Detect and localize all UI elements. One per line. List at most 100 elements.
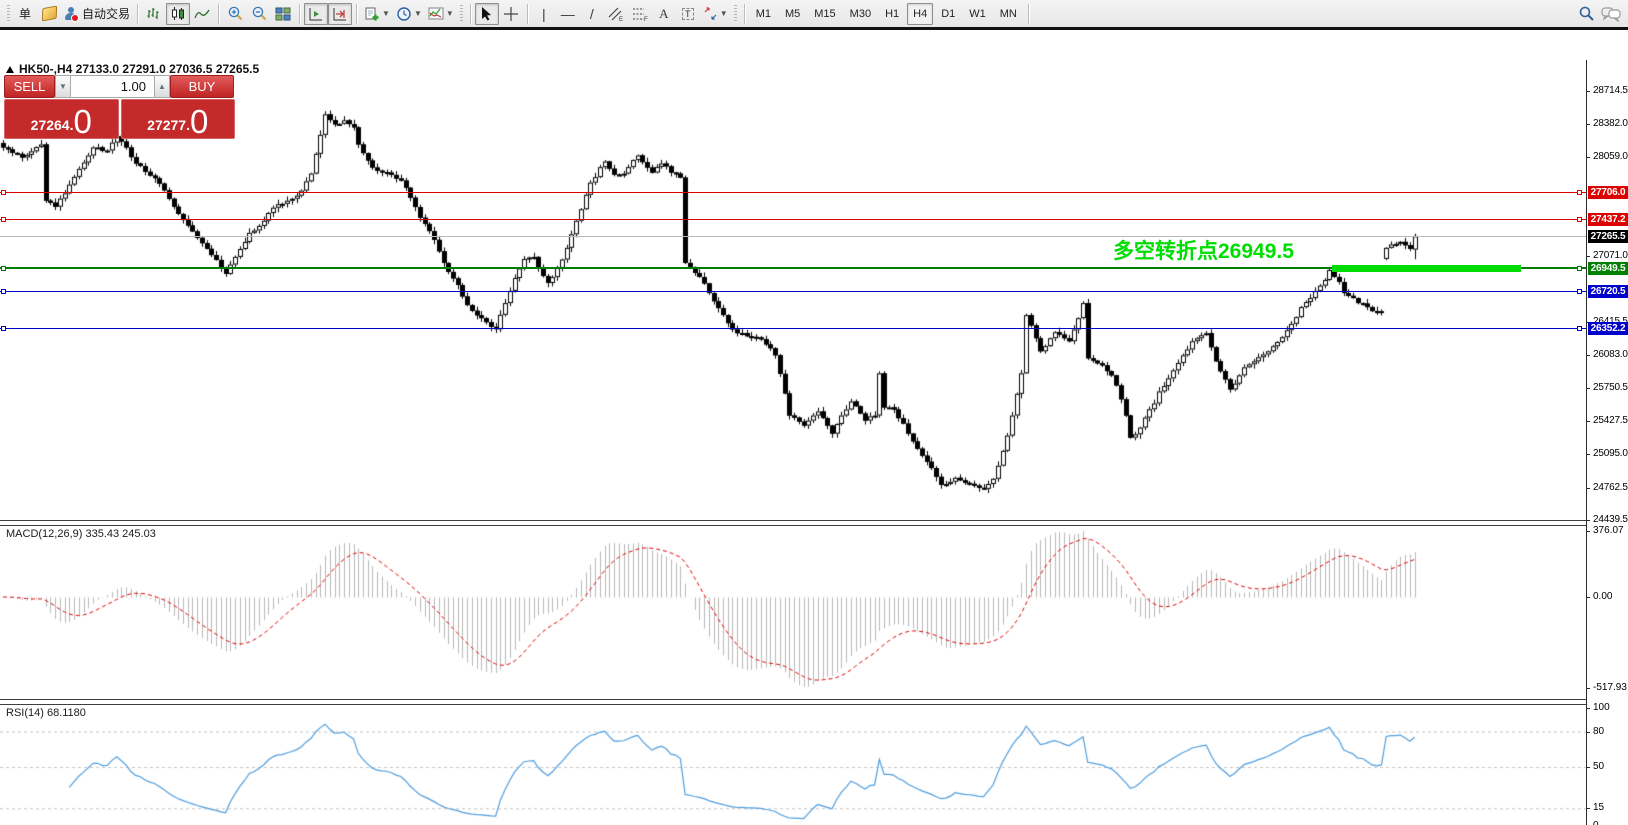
chart-title: HK50-,H4 27133.0 27291.0 27036.5 27265.5 — [6, 62, 259, 76]
arrows-dropdown[interactable]: ▼ — [700, 3, 731, 25]
tile-windows-button[interactable] — [271, 3, 295, 25]
hline-handle[interactable] — [1, 216, 6, 222]
timeframe-m1-button[interactable]: M1 — [755, 7, 771, 20]
hline-27265.5[interactable] — [0, 235, 1586, 237]
new-chart-dropdown[interactable]: ▼ — [361, 3, 393, 25]
zoom-out-button[interactable] — [247, 3, 271, 25]
toolbar-grip[interactable] — [7, 4, 10, 23]
candlestick-chart-icon — [172, 6, 185, 20]
zoom-out-icon — [252, 6, 266, 21]
price-tick-mark — [1586, 156, 1590, 158]
dropdown-caret-icon: ▼ — [413, 9, 422, 18]
periods-dropdown[interactable]: ▼ — [393, 3, 425, 25]
pane-splitter-macd[interactable] — [0, 520, 1586, 526]
bar-chart-button[interactable] — [142, 3, 166, 25]
pane-splitter-rsi[interactable] — [0, 699, 1586, 705]
search-icon — [1579, 6, 1594, 21]
new-order-button[interactable]: 单 — [18, 7, 31, 21]
cursor-tool-button[interactable] — [474, 2, 499, 25]
volume-input[interactable]: 1.00 — [71, 75, 154, 98]
macd-axis-label: -517.93 — [1593, 681, 1627, 693]
indicators-dropdown[interactable]: ▼ — [425, 3, 457, 25]
price-tag-27706.0: 27706.0 — [1588, 185, 1628, 199]
cursor-icon — [482, 7, 492, 21]
price-tick-label: 25750.5 — [1593, 382, 1628, 394]
svg-text:E: E — [619, 17, 623, 22]
hline-26720.5[interactable] — [0, 290, 1586, 292]
toolbar-separator — [469, 3, 471, 24]
price-axis-gutter[interactable]: 28714.5 28382.0 28059.0 27071.0 26415.5 26083… — [1586, 30, 1628, 825]
trendline-icon: / — [589, 5, 594, 22]
timeframe-d1-button[interactable]: D1 — [941, 7, 956, 20]
buy-price-display[interactable]: 27277. 0 — [120, 99, 235, 139]
text-label-tool[interactable]: T — [676, 3, 700, 25]
line-chart-button[interactable] — [190, 3, 214, 25]
rsi-axis-label: 15 — [1593, 802, 1605, 814]
hline-handle[interactable] — [1577, 189, 1582, 195]
hline-handle[interactable] — [1, 325, 6, 331]
trendline-tool[interactable]: / — [580, 3, 604, 25]
hline-handle[interactable] — [1, 189, 6, 195]
toolbar-separator — [526, 3, 528, 24]
sell-price-display[interactable]: 27264. 0 — [4, 99, 119, 139]
candlestick-chart-button[interactable] — [166, 2, 191, 25]
hline-26949.5[interactable] — [0, 267, 1586, 269]
indicators-icon — [428, 7, 444, 19]
hline-handle[interactable] — [1577, 265, 1582, 271]
price-tag-27265.5: 27265.5 — [1588, 229, 1628, 243]
search-button[interactable] — [1574, 3, 1598, 25]
hline-handle[interactable] — [1577, 288, 1582, 294]
vertical-line-tool[interactable]: | — [532, 3, 556, 25]
timeframe-m15-button[interactable]: M15 — [814, 7, 836, 20]
timeframe-m5-button[interactable]: M5 — [784, 7, 801, 20]
hline-handle[interactable] — [1, 265, 6, 271]
hline-handle[interactable] — [1, 288, 6, 294]
pivot-annotation-text[interactable]: 多空转折点26949.5 — [1113, 240, 1294, 263]
tile-windows-icon — [275, 7, 291, 20]
sell-button[interactable]: SELL — [4, 75, 55, 98]
auto-scroll-button[interactable] — [304, 2, 329, 25]
chart-window[interactable]: HK50-,H4 27133.0 27291.0 27036.5 27265.5… — [0, 30, 1628, 825]
zoom-in-button[interactable] — [223, 3, 247, 25]
vertical-line-icon: | — [541, 5, 546, 22]
price-tick-mark — [1586, 388, 1590, 390]
chart-canvas[interactable] — [0, 30, 1586, 825]
volume-down-button[interactable]: ▼ — [55, 75, 71, 98]
new-chart-icon — [365, 7, 379, 20]
hline-26352.2[interactable] — [0, 327, 1586, 329]
rsi-tick-mark — [1586, 731, 1590, 733]
hline-handle[interactable] — [1577, 325, 1582, 331]
price-tick-mark — [1586, 520, 1590, 521]
fibonacci-tool[interactable]: F — [628, 3, 652, 25]
crosshair-tool-button[interactable] — [499, 3, 523, 25]
price-axis-line — [1586, 60, 1587, 825]
chart-shift-button[interactable] — [328, 2, 353, 25]
horizontal-line-tool[interactable]: — — [556, 3, 580, 25]
timeframe-h4-button[interactable]: H4 — [907, 2, 934, 25]
rsi-tick-mark — [1586, 767, 1590, 768]
autotrading-button[interactable]: 自动交易 — [61, 3, 133, 25]
chat-button[interactable] — [1598, 3, 1624, 25]
timeframe-w1-button[interactable]: W1 — [969, 7, 986, 20]
price-tag-27437.2: 27437.2 — [1588, 212, 1628, 226]
timeframe-mn-button[interactable]: MN — [999, 7, 1017, 20]
volume-up-button[interactable]: ▲ — [154, 75, 170, 98]
timeframe-m30-button[interactable]: M30 — [849, 7, 872, 20]
toolbar-grip[interactable] — [459, 4, 463, 23]
gold-panel-button[interactable] — [37, 3, 61, 25]
buy-button[interactable]: BUY — [170, 75, 234, 98]
hline-27706.0[interactable] — [0, 191, 1586, 193]
timeframe-h1-button[interactable]: H1 — [885, 7, 900, 20]
equidistant-channel-tool[interactable]: E — [604, 3, 628, 25]
price-tick-label: 26415.5 — [1593, 316, 1628, 327]
one-click-trading-panel: SELL ▼ 1.00 ▲ BUY 27264. 0 27277. 0 — [4, 75, 235, 140]
text-label-icon: T — [682, 7, 694, 20]
hline-27437.2[interactable] — [0, 218, 1586, 220]
chart-shift-icon — [333, 7, 347, 20]
toolbar-grip[interactable] — [733, 4, 737, 23]
pivot-trend-segment[interactable] — [1332, 264, 1521, 272]
toolbar-separator — [356, 3, 358, 24]
window-border — [0, 27, 1628, 30]
hline-handle[interactable] — [1577, 216, 1582, 222]
text-tool[interactable]: A — [652, 3, 676, 25]
